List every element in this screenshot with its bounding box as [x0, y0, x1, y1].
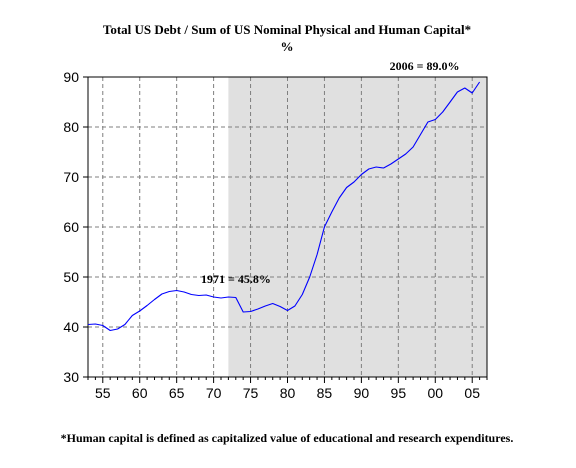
annotation-label: 1971 = 45.8%	[201, 272, 271, 286]
x-tick-label: 70	[206, 385, 222, 401]
x-tick-label: 95	[391, 385, 407, 401]
plot-area: 30 40 50 60 70 80 90 55 60 65 70 75 80 85 90 95 00 05 1971…	[63, 59, 488, 401]
y-tick-label: 60	[63, 219, 79, 235]
y-tick-label: 90	[63, 69, 79, 85]
y-tick-label: 40	[63, 319, 79, 335]
x-tick-label: 90	[354, 385, 370, 401]
y-tick-label: 70	[63, 169, 79, 185]
x-tick-label: 05	[464, 385, 480, 401]
x-tick-label: 85	[317, 385, 333, 401]
x-tick-label: 75	[243, 385, 259, 401]
chart-title: Total US Debt / Sum of US Nominal Physic…	[103, 22, 471, 37]
chart-subtitle: %	[281, 39, 294, 54]
x-tick-label: 80	[280, 385, 296, 401]
y-tick-label: 30	[63, 369, 79, 385]
footnote: *Human capital is defined as capitalized…	[61, 431, 514, 445]
annotation-label: 2006 = 89.0%	[390, 59, 460, 73]
x-tick-label: 55	[95, 385, 111, 401]
x-tick-label: 60	[132, 385, 148, 401]
y-tick-label: 80	[63, 119, 79, 135]
series-line	[87, 81, 481, 332]
y-tick-label: 50	[63, 269, 79, 285]
x-tick-label: 65	[169, 385, 185, 401]
x-tick-label: 00	[427, 385, 443, 401]
